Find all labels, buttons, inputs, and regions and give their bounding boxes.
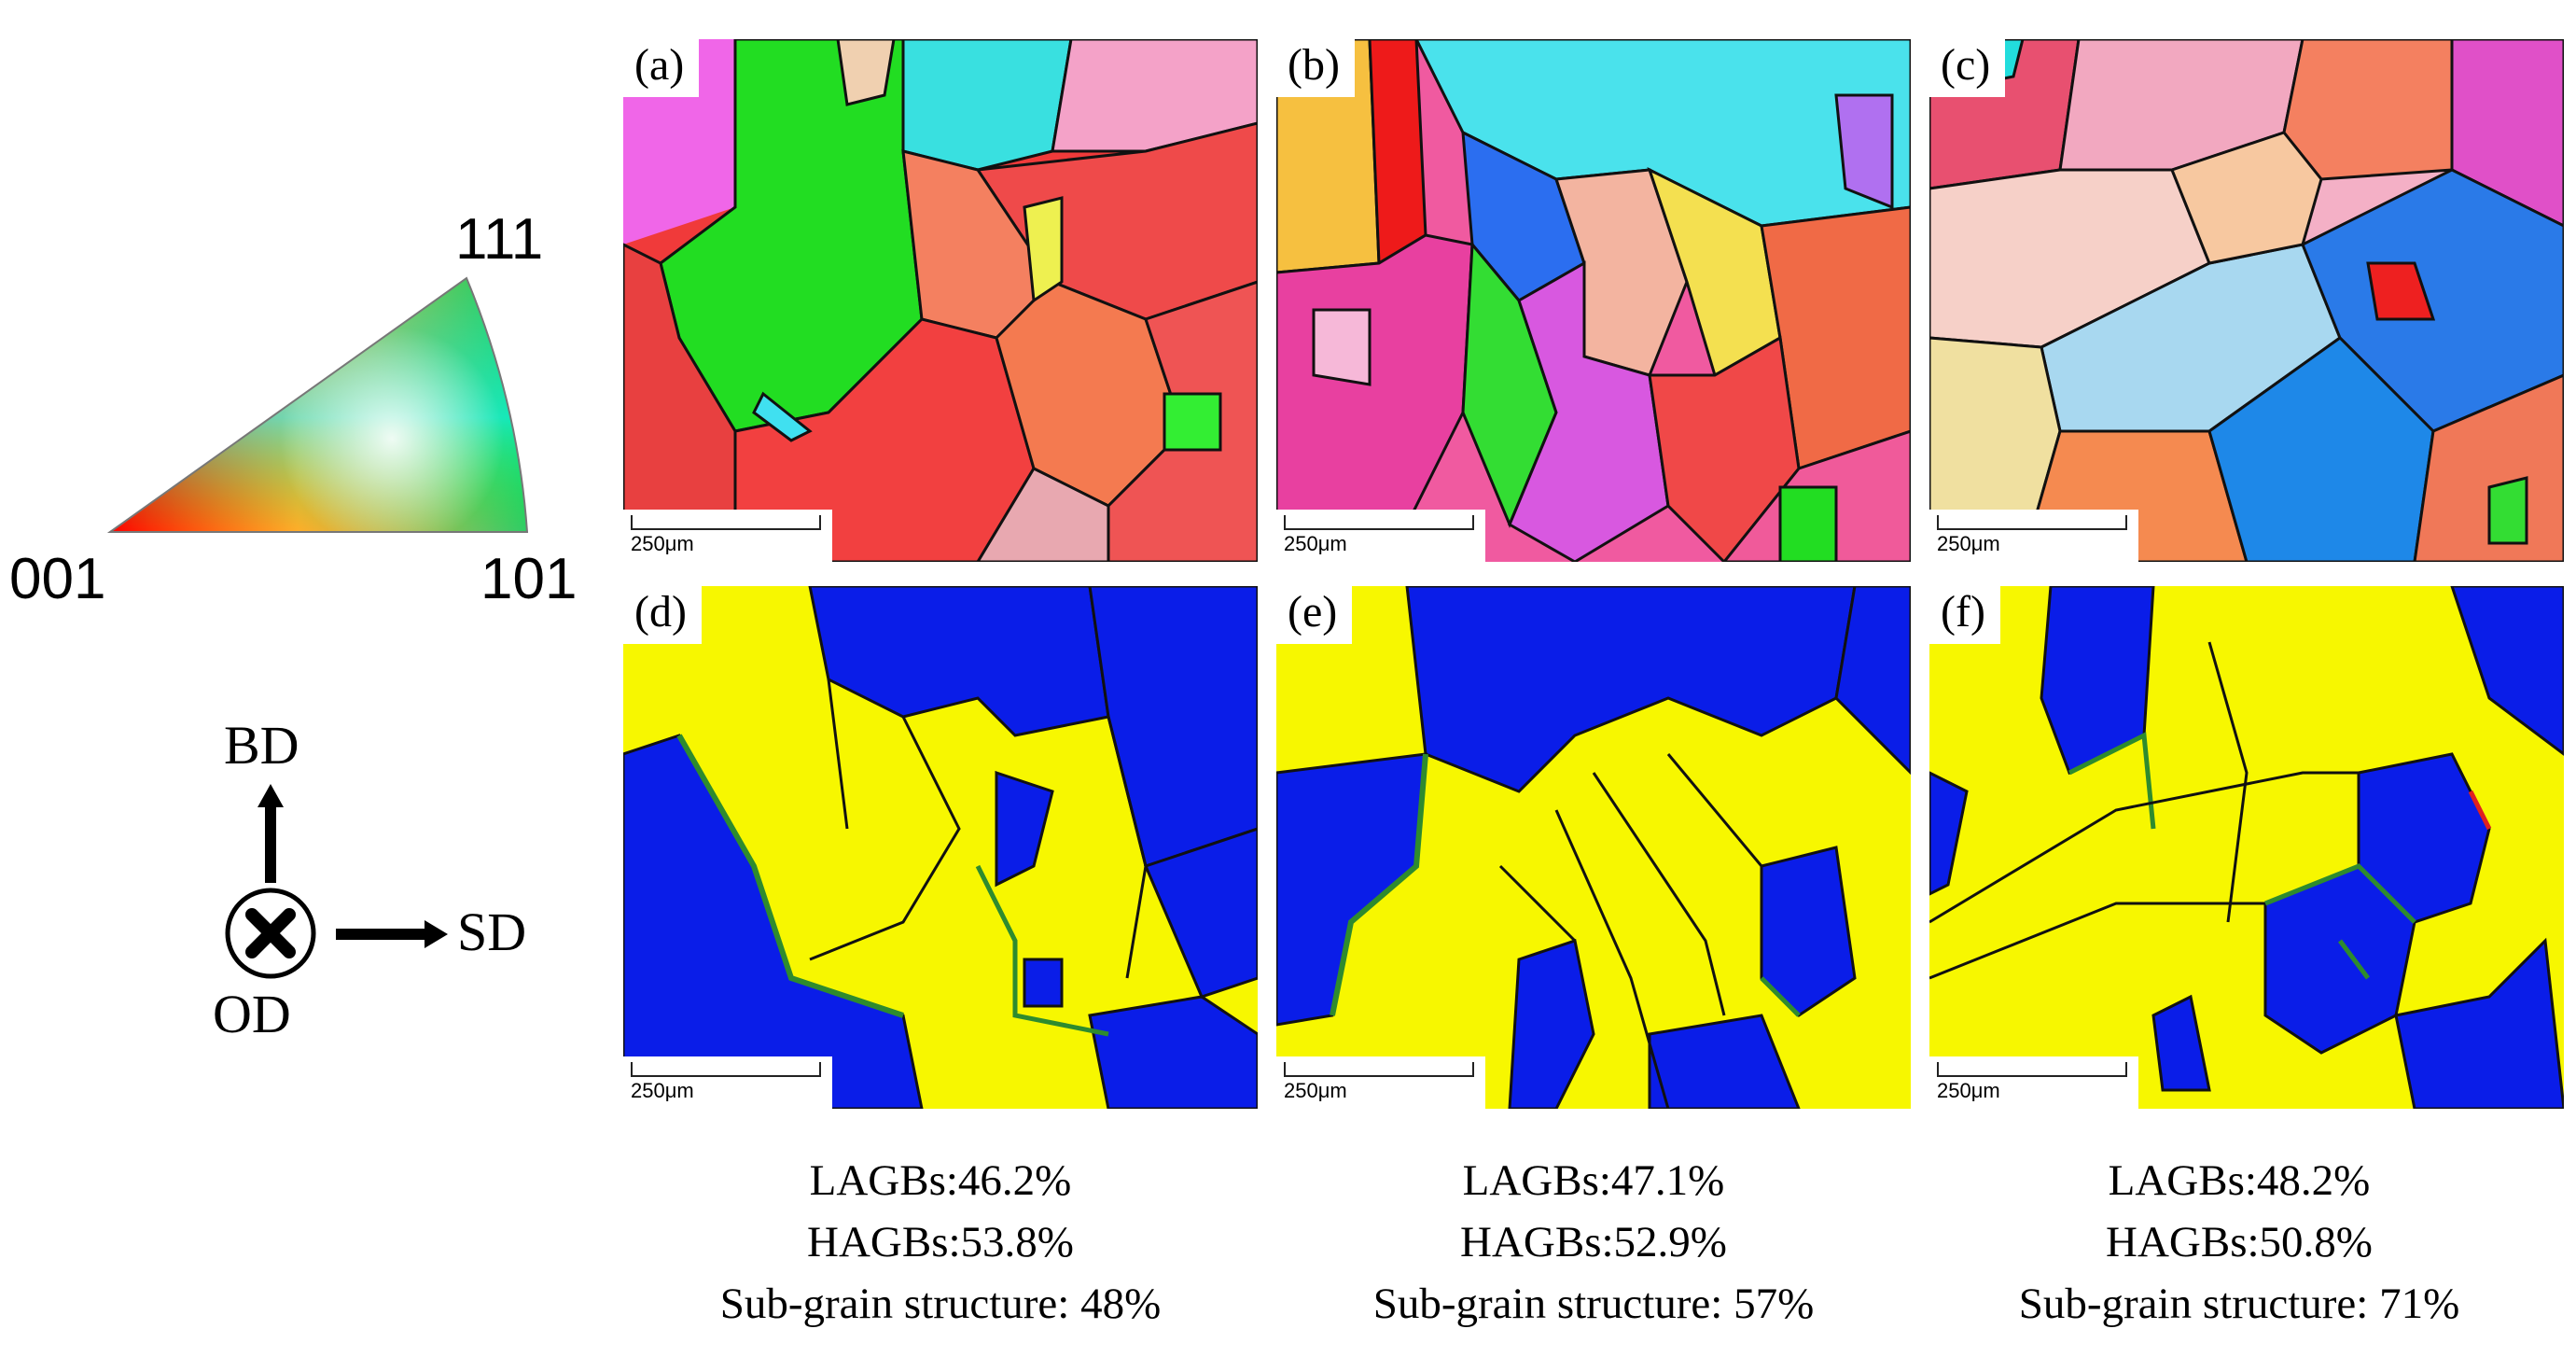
panel-label-f: (f) [1929, 586, 2000, 644]
subgrain-text: Sub-grain structure: 48% [719, 1280, 1162, 1328]
lagb-text: LAGBs:46.2% [809, 1156, 1072, 1205]
grain-map-panel-d: (d) 250μm [623, 586, 1258, 1109]
scale-bar-f: 250μm [1929, 1056, 2138, 1109]
ipf-color-key: 111 001 101 [0, 0, 616, 635]
panel-label-e: (e) [1276, 586, 1353, 644]
scale-bar-label: 250μm [1937, 1079, 2000, 1102]
panel-label-a: (a) [623, 39, 700, 97]
axes-arrows-icon [225, 784, 448, 979]
scale-bar-label: 250μm [1284, 532, 1347, 555]
ipf-label-101: 101 [480, 547, 578, 611]
ipf-label-111: 111 [455, 207, 544, 272]
axis-label-bd: BD [224, 715, 299, 776]
ipf-map-panel-c: (c) 250μm [1929, 39, 2564, 562]
scale-bar-label: 250μm [631, 1079, 694, 1102]
axis-label-od: OD [213, 984, 291, 1044]
ipf-map-b [1276, 39, 1911, 562]
ipf-label-001: 001 [9, 547, 106, 611]
grain-map-f [1929, 586, 2564, 1109]
scale-bar-label: 250μm [1284, 1079, 1347, 1102]
stats-column-2: LAGBs:47.1% HAGBs:52.9% Sub-grain struct… [1258, 1150, 1929, 1335]
grain-map-d [623, 586, 1258, 1109]
ipf-map-panel-b: (b) 250μm [1276, 39, 1911, 562]
scale-bar-b: 250μm [1276, 510, 1485, 562]
scale-bar-d: 250μm [623, 1056, 832, 1109]
panel-label-c: (c) [1929, 39, 2006, 97]
lagb-text: LAGBs:48.2% [2108, 1156, 2371, 1205]
grain-map-panel-e: (e) 250μm [1276, 586, 1911, 1109]
subgrain-text: Sub-grain structure: 57% [1372, 1280, 1815, 1328]
scale-bar-label: 250μm [631, 532, 694, 555]
ipf-map-c [1929, 39, 2564, 562]
stats-column-3: LAGBs:48.2% HAGBs:50.8% Sub-grain struct… [1903, 1150, 2575, 1335]
scale-bar-a: 250μm [623, 510, 832, 562]
axis-label-sd: SD [457, 902, 527, 962]
ipf-map-panel-a: (a) 250μm [623, 39, 1258, 562]
lagb-text: LAGBs:47.1% [1462, 1156, 1725, 1205]
hagb-text: HAGBs:53.8% [807, 1218, 1074, 1266]
stats-column-1: LAGBs:46.2% HAGBs:53.8% Sub-grain struct… [605, 1150, 1276, 1335]
subgrain-text: Sub-grain structure: 71% [2018, 1280, 2460, 1328]
grain-map-e [1276, 586, 1911, 1109]
hagb-text: HAGBs:50.8% [2106, 1218, 2373, 1266]
panel-label-d: (d) [623, 586, 702, 644]
ipf-triangle [106, 276, 529, 533]
panel-label-b: (b) [1276, 39, 1355, 97]
grain-map-panel-f: (f) 250μm [1929, 586, 2564, 1109]
scale-bar-e: 250μm [1276, 1056, 1485, 1109]
scale-bar-c: 250μm [1929, 510, 2138, 562]
ipf-map-a [623, 39, 1258, 562]
coordinate-axes: BD SD OD [168, 691, 597, 1101]
scale-bar-label: 250μm [1937, 532, 2000, 555]
hagb-text: HAGBs:52.9% [1460, 1218, 1727, 1266]
